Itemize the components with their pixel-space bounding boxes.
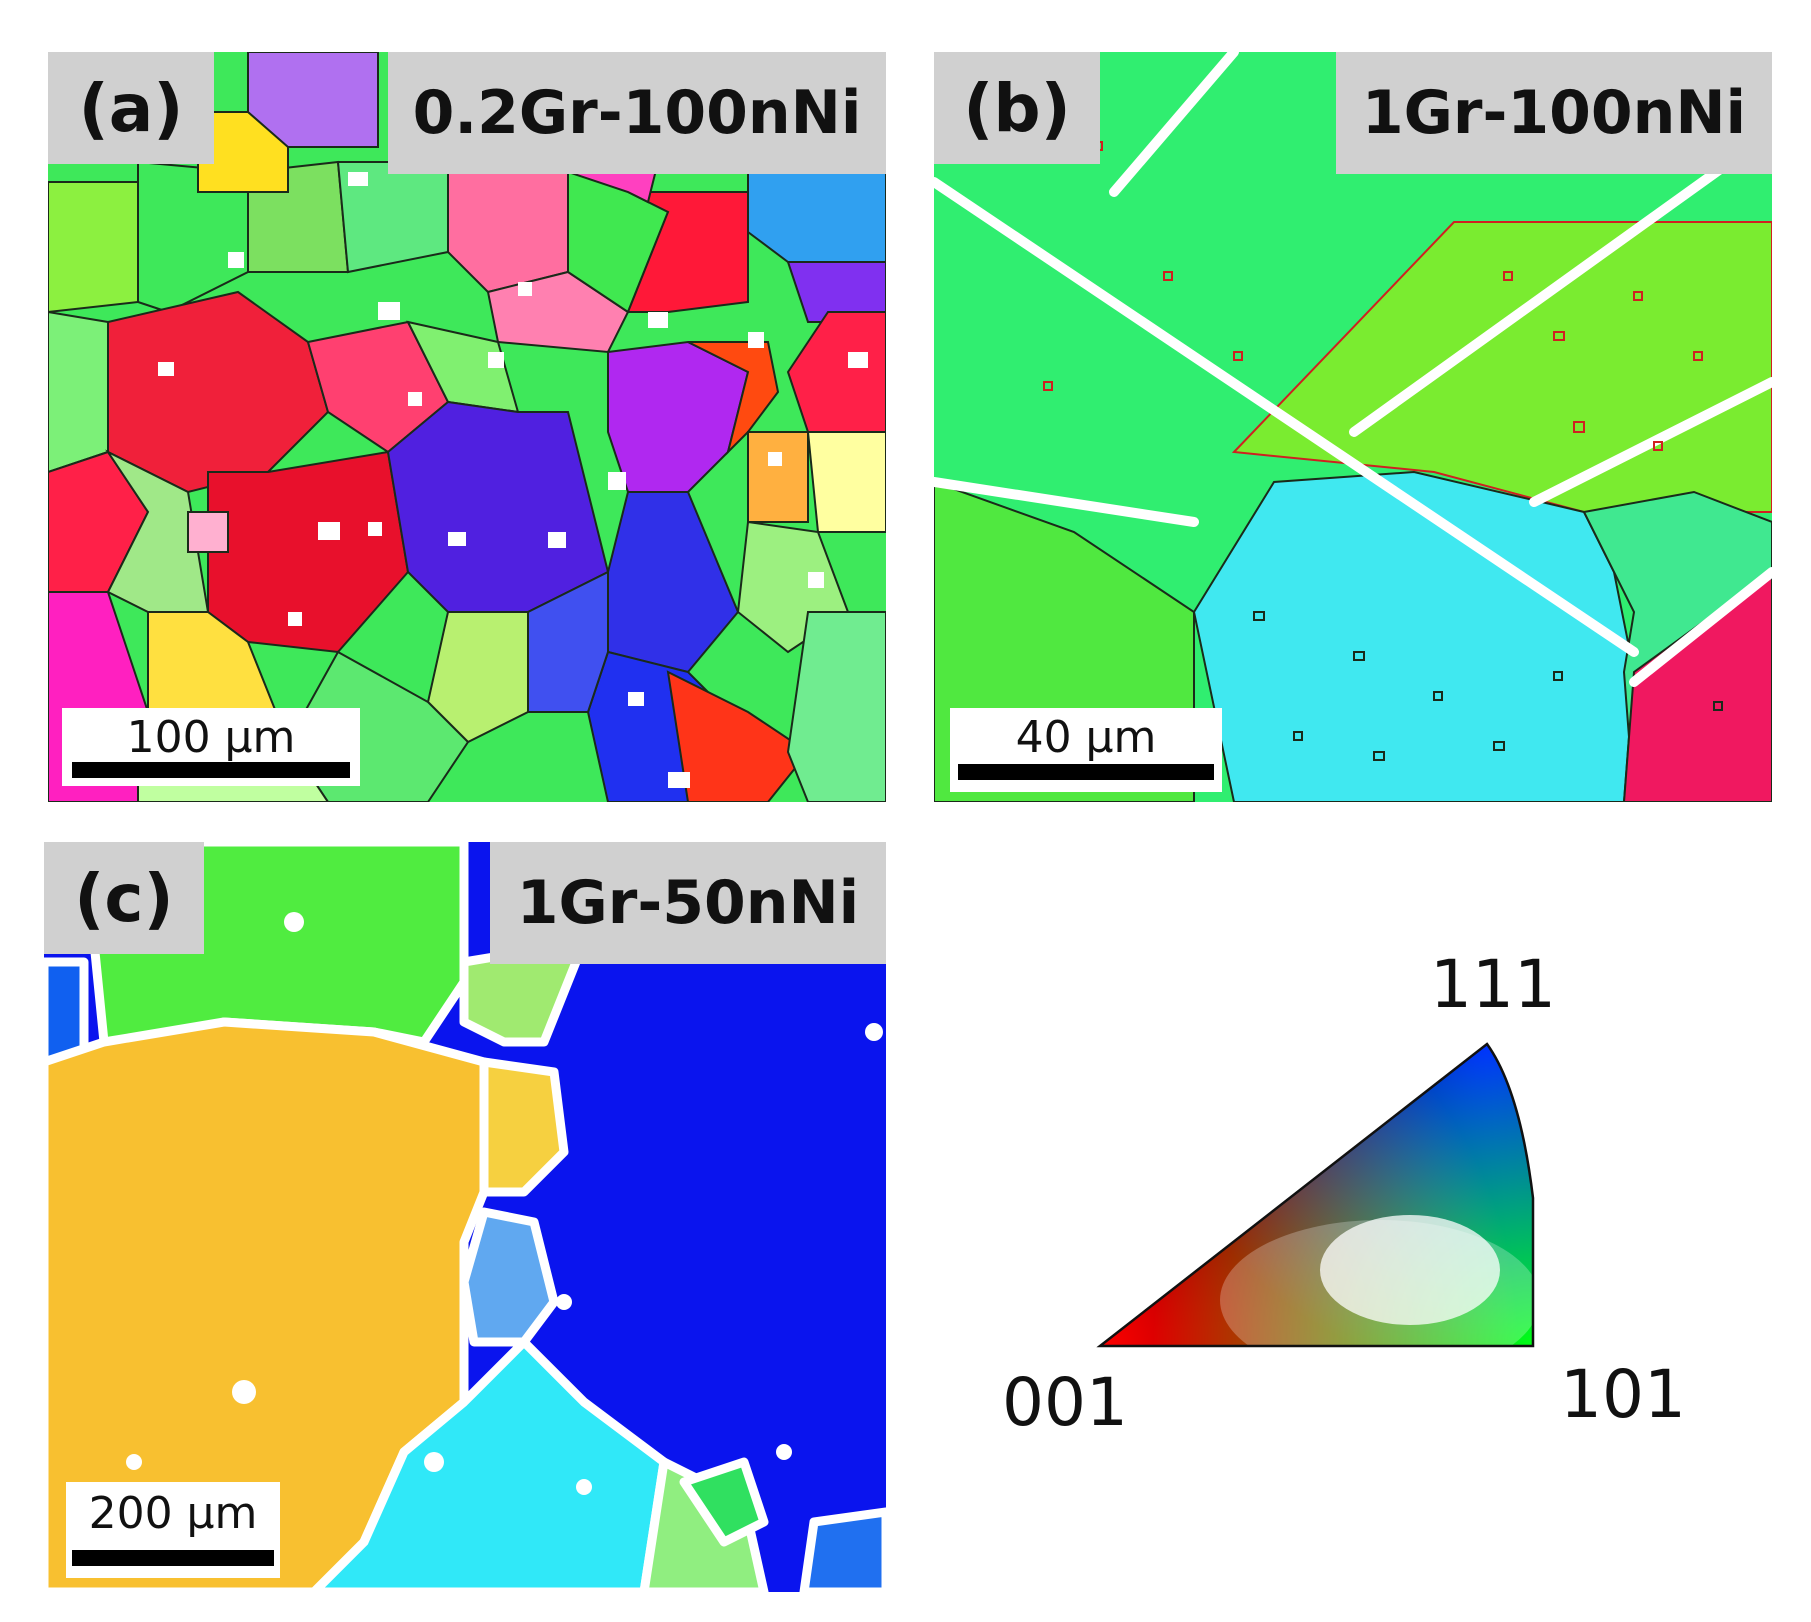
ipf-triangle-icon	[1096, 1042, 1535, 1348]
scale-bar-label: 40 μm	[1015, 712, 1157, 763]
ebsd-map-a	[48, 52, 886, 802]
scale-bar: 200 μm	[66, 1482, 280, 1578]
panel-b: (b) 1Gr-100nNi 40 μm	[934, 52, 1772, 802]
scale-bar-label: 100 μm	[126, 712, 296, 763]
scale-bar-line	[72, 1550, 274, 1566]
scale-bar: 100 μm	[62, 708, 360, 786]
scale-bar-line	[958, 764, 1214, 780]
panel-c: (c) 1Gr-50nNi 200 μm	[44, 842, 886, 1592]
ipf-label-001: 001	[1002, 1364, 1128, 1441]
sample-label: 0.2Gr-100nNi	[388, 52, 886, 174]
ipf-label-111: 111	[1430, 946, 1556, 1023]
scale-bar-line	[72, 762, 350, 778]
scale-bar-label: 200 μm	[88, 1488, 258, 1539]
ipf-key: 111 001 101	[980, 940, 1710, 1460]
ebsd-map-b	[934, 52, 1772, 802]
panel-a: (a) 0.2Gr-100nNi 100 μm	[48, 52, 886, 802]
panel-letter: (b)	[934, 52, 1100, 164]
ipf-label-101: 101	[1560, 1356, 1686, 1433]
ebsd-map-c	[44, 842, 886, 1592]
sample-label: 1Gr-50nNi	[490, 842, 886, 964]
panel-letter: (c)	[44, 842, 204, 954]
panel-letter: (a)	[48, 52, 214, 164]
scale-bar: 40 μm	[950, 708, 1222, 792]
sample-label: 1Gr-100nNi	[1336, 52, 1772, 174]
